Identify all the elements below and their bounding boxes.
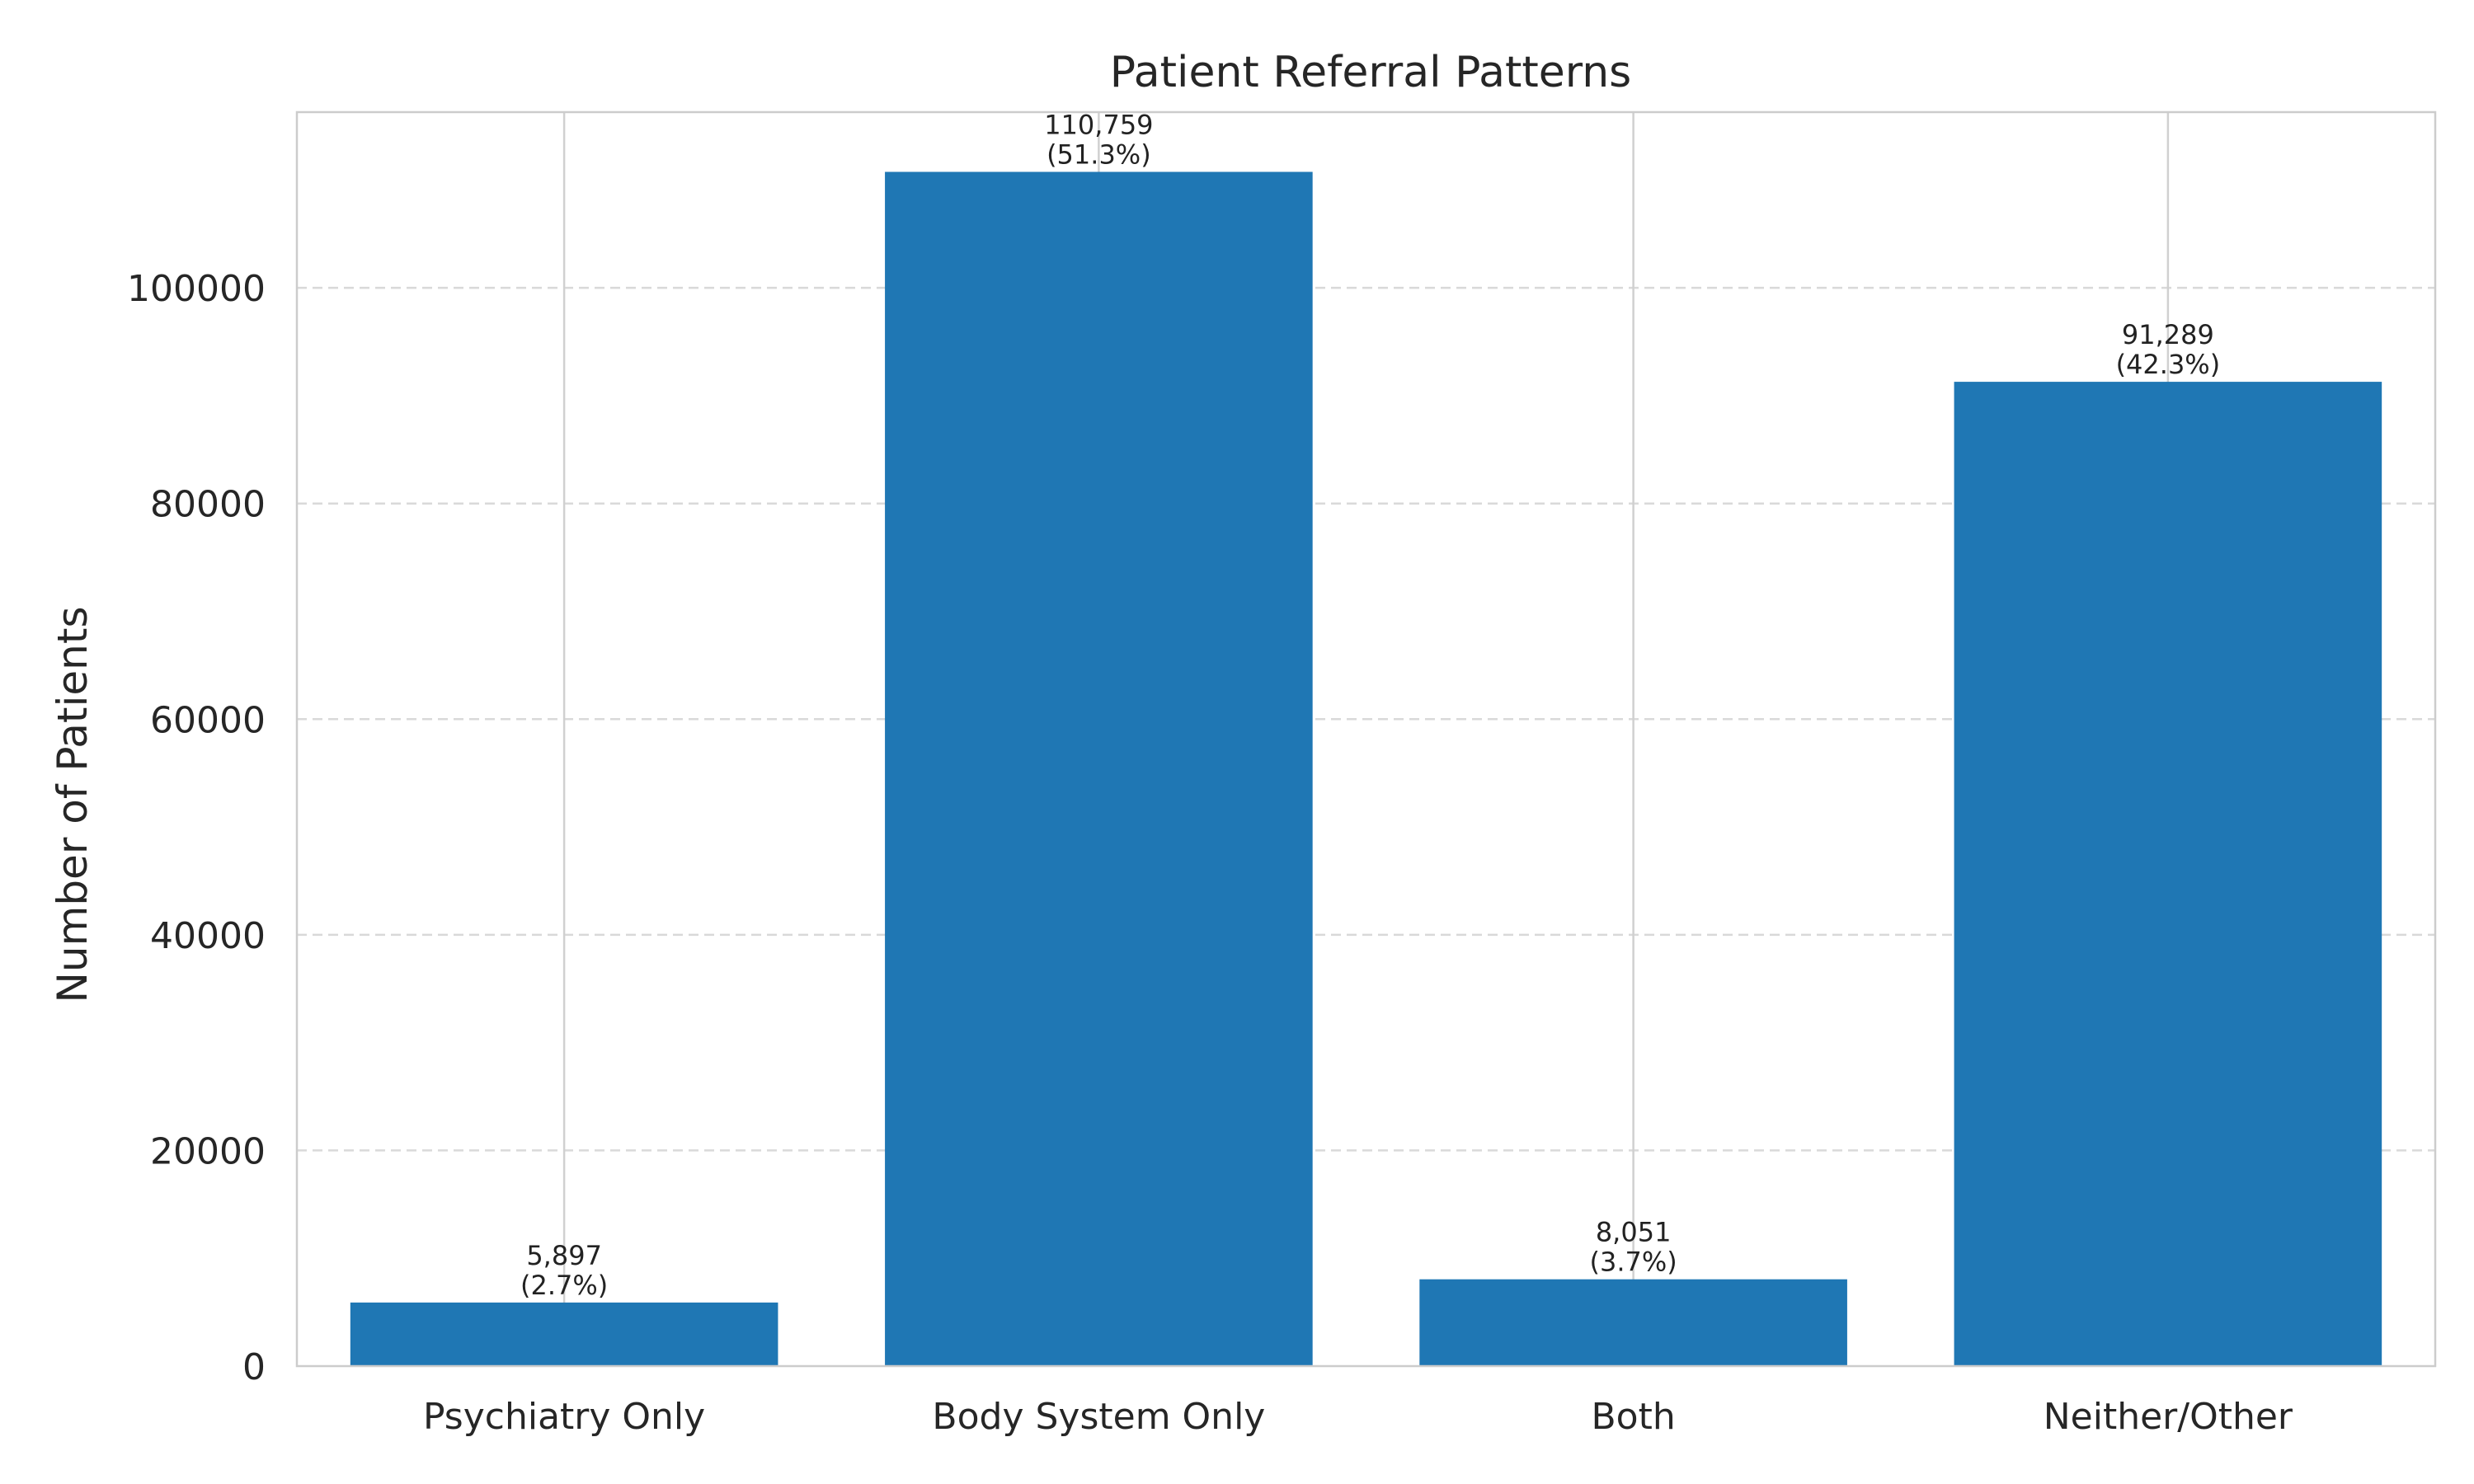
percent-label: (2.7%): [520, 1270, 608, 1301]
x-tick-label: Neither/Other: [2044, 1396, 2293, 1438]
chart-title: Patient Referral Patterns: [1110, 48, 1632, 97]
y-axis-label: Number of Patients: [49, 607, 96, 1003]
y-tick-label: 100000: [127, 268, 266, 310]
bar-both: [1419, 1279, 1847, 1366]
x-tick-label: Both: [1592, 1396, 1676, 1438]
bar-body-system-only: [885, 171, 1313, 1367]
value-label: 110,759: [1044, 109, 1153, 140]
plot-frame: [295, 110, 2437, 1368]
x-tick-label: Psychiatry Only: [423, 1396, 705, 1438]
value-label: 91,289: [2122, 319, 2214, 350]
y-tick-label: 20000: [150, 1130, 266, 1172]
bar-psychiatry-only: [350, 1302, 778, 1366]
value-label: 8,051: [1596, 1217, 1672, 1248]
y-tick-label: 80000: [150, 484, 266, 526]
bars: [350, 171, 2382, 1367]
percent-label: (3.7%): [1589, 1247, 1677, 1278]
bar-neither-other: [1954, 382, 2382, 1367]
y-ticks: 0 20000 40000 60000 80000 100000: [127, 268, 266, 1388]
percent-label: (42.3%): [2116, 349, 2221, 380]
x-tick-label: Body System Only: [932, 1396, 1265, 1438]
y-tick-label: 60000: [150, 699, 266, 741]
y-tick-label: 0: [242, 1346, 266, 1388]
data-labels: 5,897(2.7%) 110,759(51.3%) 8,051(3.7%) 91,2…: [520, 109, 2220, 1300]
x-ticks: Psychiatry Only Body System Only Both Neith…: [423, 1396, 2293, 1438]
y-tick-label: 40000: [150, 915, 266, 957]
percent-label: (51.3%): [1047, 139, 1151, 170]
value-label: 5,897: [526, 1240, 602, 1271]
